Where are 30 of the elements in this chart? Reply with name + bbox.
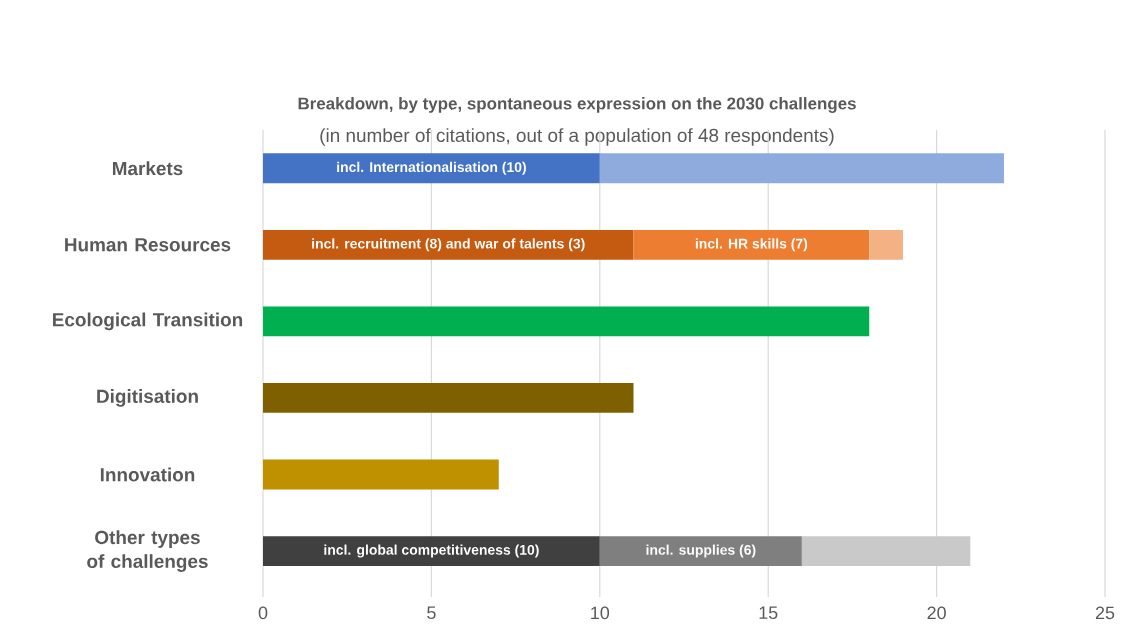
y-tick-label: Markets (112, 161, 183, 176)
data-label: incl. global competitiveness (10) (324, 544, 539, 558)
bar (801, 536, 971, 566)
bar (599, 153, 1004, 184)
bar (263, 459, 499, 490)
data-label: incl. HR skills (7) (695, 238, 808, 252)
bar (263, 153, 600, 184)
bar (263, 306, 870, 337)
data-label: incl. supplies (6) (646, 544, 756, 558)
x-tick-label: 10 (591, 606, 610, 620)
x-tick-label: 15 (759, 606, 778, 620)
y-tick-label: Human Resources (65, 238, 231, 252)
data-label: incl. recruitment (8) and war of talents (3) (312, 238, 585, 252)
y-tick-label: Innovation (100, 467, 195, 482)
bar (263, 383, 634, 413)
bar (599, 536, 802, 566)
data-label: incl. Internationalisation (10) (337, 161, 526, 175)
chart-title: Breakdown, by type, spontaneous expression on the 2030 challenges (298, 97, 856, 113)
y-tick-label: Ecological Transition (53, 312, 243, 331)
x-tick-label: 0 (258, 606, 268, 620)
bar (263, 536, 600, 566)
chart-subtitle: (in number of citations, out of a population of 48 respondents) (320, 128, 834, 146)
bar (263, 229, 634, 260)
x-tick-label: 5 (427, 606, 436, 620)
bar (869, 229, 903, 260)
bar (633, 229, 870, 260)
y-tick-label: Other types of challenges (87, 530, 208, 572)
x-tick-label: 25 (1095, 606, 1115, 620)
y-tick-label: Digitisation (97, 389, 198, 407)
x-tick-label: 20 (927, 606, 946, 620)
